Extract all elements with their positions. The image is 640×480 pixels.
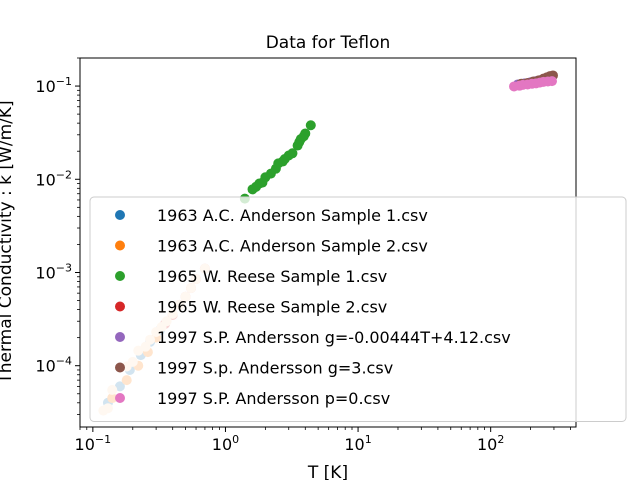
legend-label-6: 1997 S.P. Andersson p=0.csv bbox=[157, 389, 390, 408]
legend-marker-0 bbox=[115, 210, 125, 220]
x-axis: 10−1 100 101 102 bbox=[75, 427, 571, 454]
data-point-series-6-9 bbox=[546, 76, 557, 87]
legend-marker-3 bbox=[115, 301, 125, 312]
data-point-series-2-17 bbox=[300, 128, 311, 139]
x-tick-label-1: 100 bbox=[212, 433, 239, 454]
y-axis: 10−4 10−3 10−2 10−1 bbox=[35, 57, 80, 415]
legend-label-1: 1963 A.C. Anderson Sample 2.csv bbox=[157, 237, 428, 256]
legend-marker-1 bbox=[115, 240, 125, 251]
legend-marker-6 bbox=[115, 393, 125, 403]
legend: 1963 A.C. Anderson Sample 1.csv 1963 A.C.… bbox=[89, 196, 627, 422]
legend-label-4: 1997 S.P. Andersson g=-0.00444T+4.12.csv bbox=[157, 328, 511, 347]
y-tick-label-1: 10−3 bbox=[35, 261, 72, 282]
legend-marker-4 bbox=[115, 332, 125, 342]
legend-marker-2 bbox=[115, 271, 125, 281]
y-tick-label-3: 10−1 bbox=[35, 75, 72, 96]
legend-label-5: 1997 S.p. Andersson g=3.csv bbox=[157, 359, 393, 378]
data-point-series-2-18 bbox=[305, 120, 316, 131]
legend-label-3: 1965 W. Reese Sample 2.csv bbox=[157, 298, 387, 317]
x-tick-label-0: 10−1 bbox=[75, 433, 112, 454]
legend-label-0: 1963 A.C. Anderson Sample 1.csv bbox=[157, 206, 428, 225]
legend-marker-5 bbox=[115, 362, 125, 373]
x-tick-label-3: 102 bbox=[477, 433, 504, 454]
y-tick-label-0: 10−4 bbox=[35, 355, 72, 376]
y-tick-label-2: 10−2 bbox=[35, 168, 72, 189]
chart-title: Data for Teflon bbox=[266, 33, 391, 53]
x-axis-label: T [K] bbox=[307, 463, 348, 480]
data-point-series-2-12 bbox=[287, 148, 298, 159]
y-axis-label: Thermal Conductivity : k [W/m/K] bbox=[0, 100, 16, 384]
x-tick-label-2: 101 bbox=[344, 433, 371, 454]
legend-label-2: 1965 W. Reese Sample 1.csv bbox=[157, 267, 387, 286]
legend-box bbox=[89, 196, 627, 422]
